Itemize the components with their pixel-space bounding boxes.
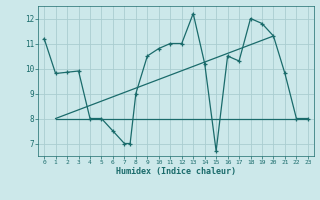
X-axis label: Humidex (Indice chaleur): Humidex (Indice chaleur) bbox=[116, 167, 236, 176]
